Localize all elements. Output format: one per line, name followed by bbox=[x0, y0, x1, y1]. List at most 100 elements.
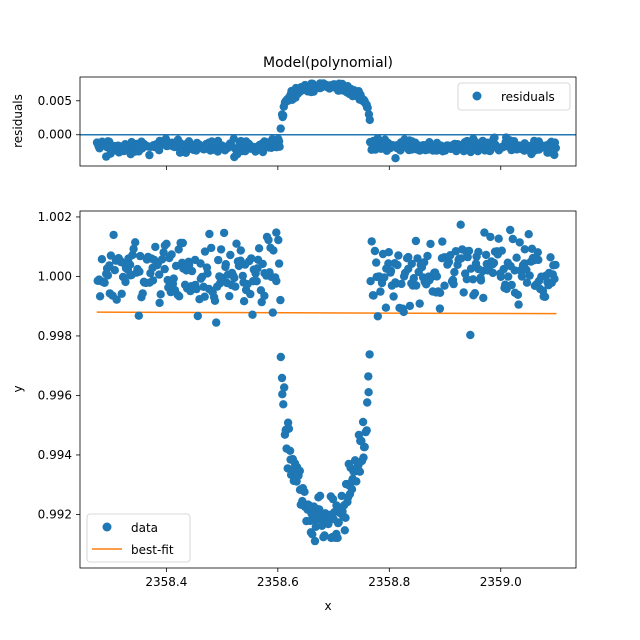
data-point bbox=[486, 232, 495, 242]
residuals-point bbox=[363, 103, 372, 112]
data-point bbox=[413, 254, 422, 263]
data-point bbox=[258, 259, 267, 269]
data-point bbox=[268, 308, 277, 317]
data-point bbox=[328, 494, 338, 504]
data-point bbox=[295, 466, 304, 476]
data-point bbox=[236, 246, 245, 255]
data-point bbox=[341, 513, 350, 522]
residuals-legend: residuals bbox=[457, 82, 571, 111]
residuals-y-ticks: 0.000 0.005 bbox=[38, 94, 80, 142]
data-point bbox=[155, 270, 164, 279]
data-point bbox=[551, 260, 560, 270]
data-point bbox=[470, 289, 480, 298]
data-point bbox=[432, 272, 442, 281]
data-point bbox=[274, 235, 283, 245]
data-point bbox=[157, 255, 167, 264]
data-point bbox=[510, 266, 519, 275]
residuals-x-ticks bbox=[165, 166, 502, 170]
residuals-point bbox=[365, 115, 374, 125]
data-point bbox=[359, 453, 368, 462]
data-point bbox=[507, 280, 516, 290]
data-point bbox=[311, 522, 320, 531]
data-point bbox=[214, 255, 223, 265]
data-point bbox=[100, 278, 109, 287]
data-point bbox=[134, 311, 143, 320]
data-x-tick-label: 2358.6 bbox=[257, 575, 299, 589]
data-point bbox=[364, 372, 373, 381]
data-point bbox=[308, 530, 317, 539]
data-point bbox=[512, 253, 521, 262]
data-point bbox=[444, 257, 454, 267]
data-point bbox=[369, 291, 378, 300]
data-point bbox=[499, 264, 508, 274]
data-point bbox=[450, 267, 459, 277]
data-point bbox=[373, 312, 382, 321]
residuals-point bbox=[550, 150, 559, 160]
data-point bbox=[210, 296, 220, 305]
data-point bbox=[514, 300, 523, 309]
data-point bbox=[370, 246, 380, 256]
data-point bbox=[246, 289, 255, 299]
data-point bbox=[384, 248, 393, 257]
data-point bbox=[399, 307, 408, 317]
data-point bbox=[148, 276, 158, 285]
data-point bbox=[412, 281, 421, 290]
residuals-point bbox=[551, 143, 560, 153]
data-point bbox=[162, 239, 171, 248]
data-point bbox=[320, 531, 329, 540]
data-point bbox=[394, 251, 403, 260]
residuals-point bbox=[490, 133, 499, 142]
data-point bbox=[269, 246, 278, 255]
data-point bbox=[520, 245, 529, 254]
data-point bbox=[221, 260, 230, 269]
data-point bbox=[129, 244, 138, 254]
data-point bbox=[205, 229, 214, 239]
data-y-tick-label: 1.002 bbox=[38, 210, 72, 224]
data-point bbox=[404, 252, 413, 262]
data-point bbox=[534, 255, 543, 265]
data-point bbox=[358, 417, 368, 427]
data-point bbox=[203, 269, 212, 278]
y-axis-label: y bbox=[11, 385, 25, 392]
data-point bbox=[497, 246, 506, 255]
data-point bbox=[352, 477, 361, 486]
data-point bbox=[167, 250, 176, 259]
data-point bbox=[276, 352, 285, 362]
data-point bbox=[440, 281, 449, 290]
data-point bbox=[340, 526, 349, 535]
data-point bbox=[285, 446, 295, 455]
data-point bbox=[362, 426, 371, 435]
residuals-point bbox=[229, 134, 238, 143]
data-legend-marker bbox=[102, 522, 112, 532]
data-point bbox=[389, 292, 398, 301]
data-point bbox=[175, 292, 184, 301]
data-x-ticks: 2358.4 2358.6 2358.8 2359.0 bbox=[145, 568, 522, 589]
data-point bbox=[239, 297, 249, 306]
data-y-tick-label: 0.994 bbox=[38, 448, 72, 462]
residuals-point bbox=[275, 142, 284, 151]
data-point bbox=[159, 248, 168, 257]
data-point bbox=[533, 248, 542, 257]
residuals-y-tick-label: 0.000 bbox=[38, 128, 72, 142]
data-point bbox=[364, 388, 373, 397]
data-point bbox=[337, 491, 346, 501]
residuals-point bbox=[145, 150, 154, 160]
data-point bbox=[279, 400, 288, 409]
data-point bbox=[488, 268, 498, 278]
data-point bbox=[112, 295, 121, 304]
data-axes-frame bbox=[79, 210, 577, 569]
data-y-tick-label: 0.992 bbox=[38, 507, 72, 521]
data-panel: 2358.4 2358.6 2358.8 2359.0 0.992 0.994 0.996… bbox=[11, 210, 577, 613]
data-point bbox=[360, 442, 369, 452]
chart-title: Model(polynomial) bbox=[263, 55, 393, 71]
residuals-y-axis-label: residuals bbox=[11, 94, 25, 148]
data-point bbox=[522, 278, 532, 287]
residuals-point bbox=[279, 111, 288, 120]
data-point bbox=[231, 282, 240, 291]
data-point bbox=[135, 267, 144, 276]
data-point bbox=[272, 276, 281, 286]
data-point bbox=[103, 271, 113, 280]
data-legend: data best-fit bbox=[86, 513, 191, 563]
data-point bbox=[464, 246, 474, 256]
